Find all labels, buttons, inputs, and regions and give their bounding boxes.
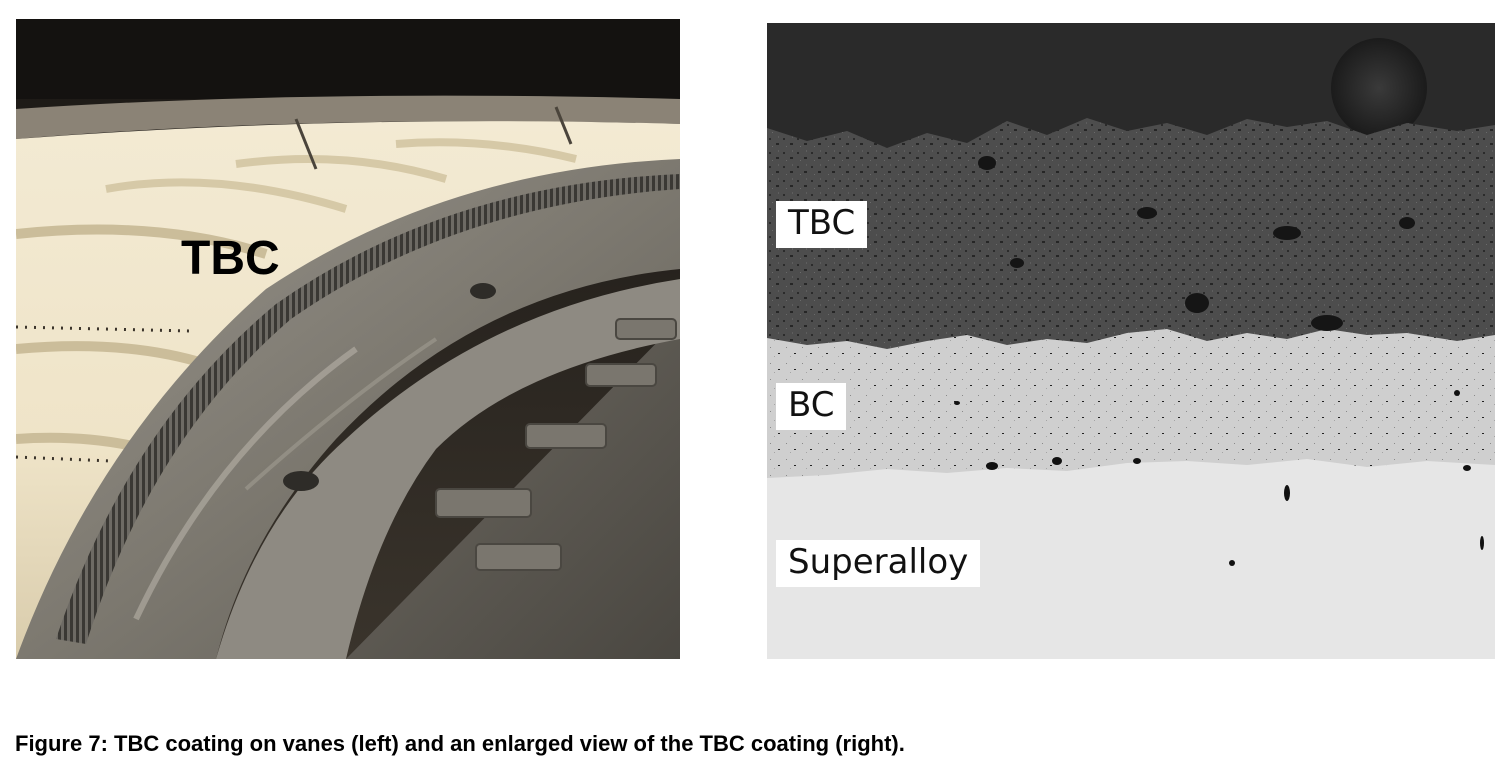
superalloy-layer-label: Superalloy	[776, 540, 981, 588]
coating-micrograph: TBC BC Superalloy	[767, 23, 1495, 659]
micrograph-layers	[767, 23, 1495, 659]
vane-ring-photo: TBC	[16, 19, 680, 659]
vane-ring-illustration	[16, 19, 680, 659]
bc-layer-label: BC	[776, 383, 847, 431]
tbc-photo-label: TBC	[181, 232, 280, 285]
tbc-layer-label: TBC	[776, 201, 868, 249]
figure-caption: Figure 7: TBC coating on vanes (left) an…	[15, 731, 905, 756]
